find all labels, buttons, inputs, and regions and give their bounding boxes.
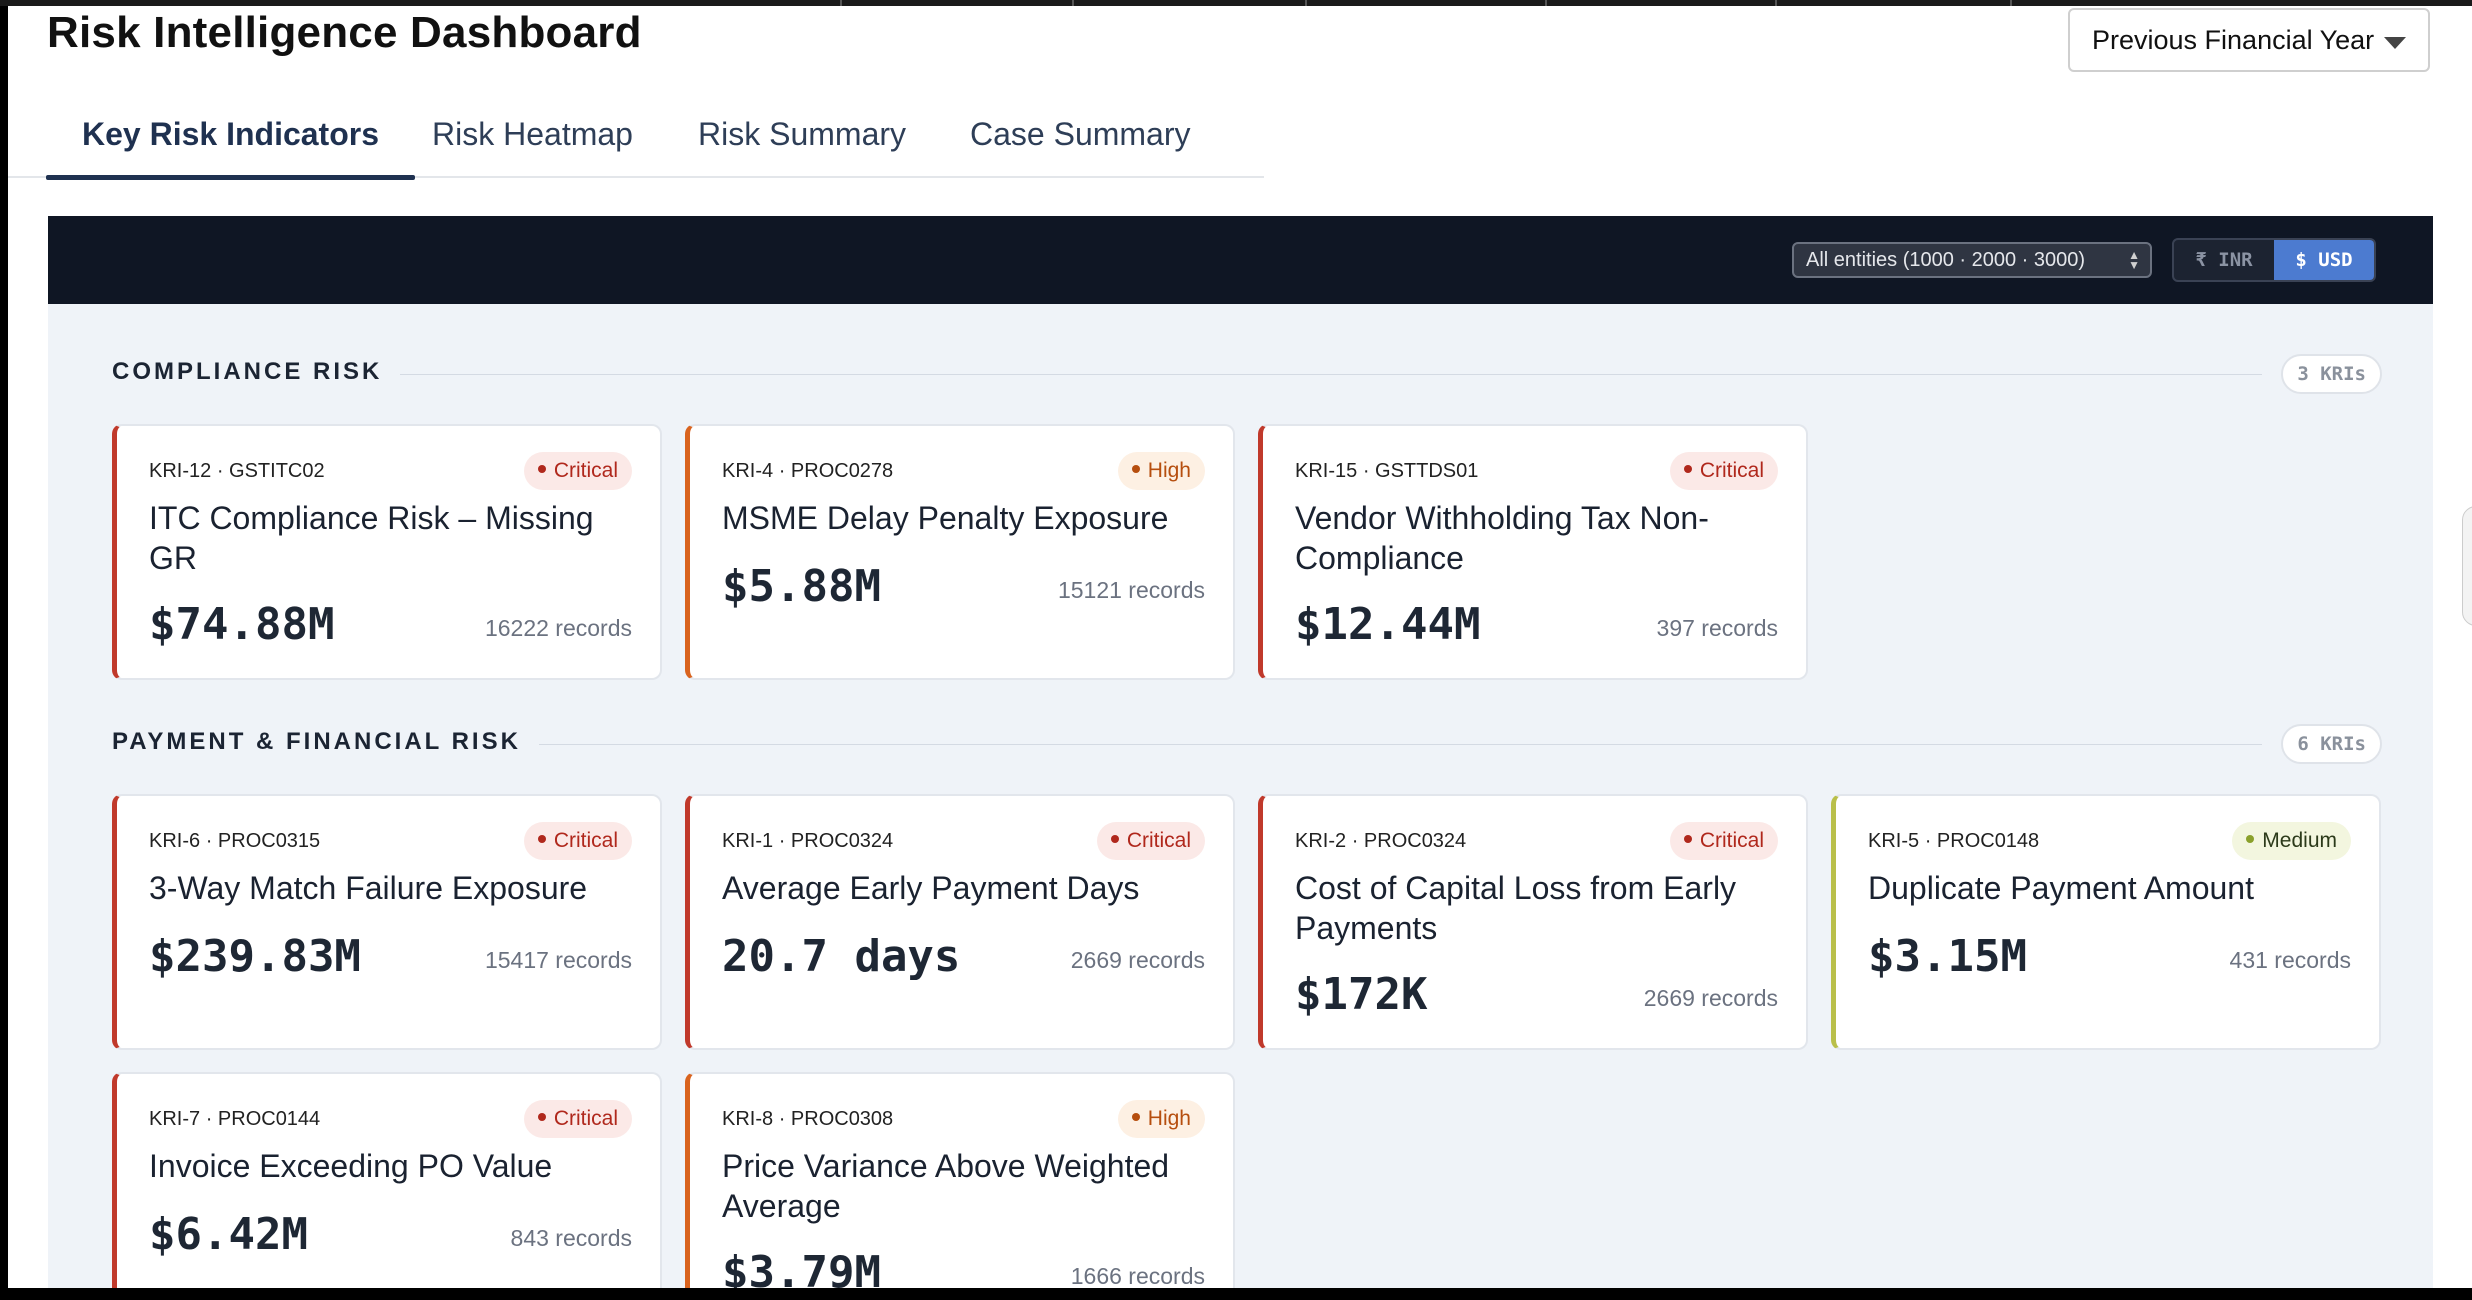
kri-card[interactable]: KRI-4 · PROC0278 High MSME Delay Penalty… <box>685 424 1235 680</box>
tab-bar: Key Risk Indicators Risk Heatmap Risk Su… <box>8 106 1264 180</box>
kri-value: $12.44M <box>1295 599 1481 650</box>
kri-id: KRI-15 <box>1295 460 1358 482</box>
kri-card[interactable]: KRI-8 · PROC0308 High Price Variance Abo… <box>685 1072 1235 1288</box>
kri-card[interactable]: KRI-2 · PROC0324 Critical Cost of Capita… <box>1258 794 1808 1050</box>
kri-code: · GSTTDS01 <box>1362 460 1479 482</box>
kri-id: KRI-7 <box>149 1108 201 1130</box>
kri-card[interactable]: KRI-12 · GSTITC02 Critical ITC Complianc… <box>112 424 662 680</box>
kri-title: Average Early Payment Days <box>722 870 1140 906</box>
kri-id: KRI-8 <box>722 1108 774 1130</box>
filter-toolbar: All entities (1000 · 2000 · 3000) ▲ ▼ ₹ I… <box>48 216 2433 304</box>
kri-id: KRI-1 <box>722 830 774 852</box>
kri-code: · PROC0144 <box>205 1108 321 1130</box>
kri-code: · PROC0278 <box>778 460 894 482</box>
side-panel-handle[interactable] <box>2462 506 2472 626</box>
severity-badge: Critical <box>523 1100 632 1138</box>
kri-code: · PROC0324 <box>778 830 894 852</box>
kri-id: KRI-12 <box>149 460 212 482</box>
kri-code: · PROC0315 <box>205 830 321 852</box>
kri-records: 1666 records <box>1070 1263 1205 1288</box>
kri-value: $6.42M <box>149 1209 308 1260</box>
updown-arrows-icon: ▲ ▼ <box>2128 248 2140 272</box>
kri-id: KRI-5 <box>1868 830 1920 852</box>
caret-down-icon <box>2384 37 2406 49</box>
kri-value: $3.79M <box>722 1247 881 1288</box>
entity-select-value: All entities (1000 · 2000 · 3000) <box>1806 249 2086 271</box>
severity-badge: Critical <box>523 822 632 860</box>
period-select-value: Previous Financial Year <box>2092 24 2375 55</box>
kri-title: Vendor Withholding Tax Non-Compliance <box>1295 500 1709 576</box>
section-count-badge: 6 KRIs <box>2281 724 2382 764</box>
kri-content-panel: All entities (1000 · 2000 · 3000) ▲ ▼ ₹ I… <box>48 216 2433 1288</box>
kri-code: · PROC0148 <box>1924 830 2040 852</box>
severity-badge: Critical <box>1669 822 1778 860</box>
period-select[interactable]: Previous Financial Year <box>2068 8 2430 72</box>
kri-id: KRI-4 <box>722 460 774 482</box>
kri-records: 2669 records <box>1070 947 1205 973</box>
window-top-bar <box>0 0 2472 6</box>
kri-code: · PROC0308 <box>778 1108 894 1130</box>
section-header-payment-financial-risk: PAYMENT & FINANCIAL RISK 6 KRIs <box>112 724 2382 764</box>
tab-case-summary[interactable]: Case Summary <box>970 116 1191 152</box>
dashboard-window: Risk Intelligence Dashboard Previous Fin… <box>8 6 2472 1288</box>
kri-records: 2669 records <box>1643 985 1778 1011</box>
kri-title: MSME Delay Penalty Exposure <box>722 500 1169 536</box>
kri-title: ITC Compliance Risk – Missing GR <box>149 500 594 576</box>
page-title: Risk Intelligence Dashboard <box>47 8 642 57</box>
currency-toggle[interactable]: ₹ INR $ USD <box>2172 238 2376 282</box>
kri-records: 843 records <box>510 1225 632 1251</box>
kri-title: 3-Way Match Failure Exposure <box>149 870 588 906</box>
kri-card[interactable]: KRI-6 · PROC0315 Critical 3-Way Match Fa… <box>112 794 662 1050</box>
kri-value: $5.88M <box>722 561 881 612</box>
severity-badge: Medium <box>2232 822 2351 860</box>
kri-title: Price Variance Above Weighted Average <box>722 1148 1170 1224</box>
currency-usd-button[interactable]: $ USD <box>2274 240 2374 280</box>
kri-value: $74.88M <box>149 599 335 650</box>
section-divider <box>112 744 2262 745</box>
severity-badge: Critical <box>1669 452 1778 490</box>
kri-title: Cost of Capital Loss from Early Payments <box>1295 870 1737 946</box>
section-divider <box>112 374 2262 375</box>
kri-value: $172K <box>1295 969 1428 1020</box>
kri-id: KRI-6 <box>149 830 201 852</box>
currency-inr-button[interactable]: ₹ INR <box>2195 249 2253 271</box>
kri-card[interactable]: KRI-15 · GSTTDS01 Critical Vendor Withho… <box>1258 424 1808 680</box>
kri-title: Invoice Exceeding PO Value <box>149 1148 553 1184</box>
kri-title: Duplicate Payment Amount <box>1868 870 2254 906</box>
severity-badge: Critical <box>523 452 632 490</box>
kri-value: $3.15M <box>1868 931 2027 982</box>
kri-value: $239.83M <box>149 931 361 982</box>
tab-key-risk-indicators[interactable]: Key Risk Indicators <box>46 106 415 180</box>
section-title: PAYMENT & FINANCIAL RISK <box>112 728 539 756</box>
severity-badge: High <box>1117 452 1205 490</box>
kri-code: · GSTITC02 <box>216 460 325 482</box>
section-header-compliance-risk: COMPLIANCE RISK 3 KRIs <box>112 354 2382 394</box>
kri-code: · PROC0324 <box>1351 830 1467 852</box>
entity-select[interactable]: All entities (1000 · 2000 · 3000) ▲ ▼ <box>1792 242 2152 278</box>
section-title: COMPLIANCE RISK <box>112 358 401 386</box>
kri-records: 15121 records <box>1057 577 1205 603</box>
kri-id: KRI-2 <box>1295 830 1347 852</box>
kri-card[interactable]: KRI-7 · PROC0144 Critical Invoice Exceed… <box>112 1072 662 1288</box>
severity-badge: High <box>1117 1100 1205 1138</box>
kri-card[interactable]: KRI-1 · PROC0324 Critical Average Early … <box>685 794 1235 1050</box>
kri-records: 16222 records <box>484 615 632 641</box>
kri-records: 397 records <box>1656 615 1778 641</box>
tab-risk-summary[interactable]: Risk Summary <box>698 116 907 152</box>
kri-records: 431 records <box>2229 947 2351 973</box>
kri-value: 20.7 days <box>722 931 961 982</box>
kri-card[interactable]: KRI-5 · PROC0148 Medium Duplicate Paymen… <box>1831 794 2381 1050</box>
severity-badge: Critical <box>1096 822 1205 860</box>
section-count-badge: 3 KRIs <box>2281 354 2382 394</box>
kri-records: 15417 records <box>484 947 632 973</box>
tab-risk-heatmap[interactable]: Risk Heatmap <box>432 116 633 152</box>
